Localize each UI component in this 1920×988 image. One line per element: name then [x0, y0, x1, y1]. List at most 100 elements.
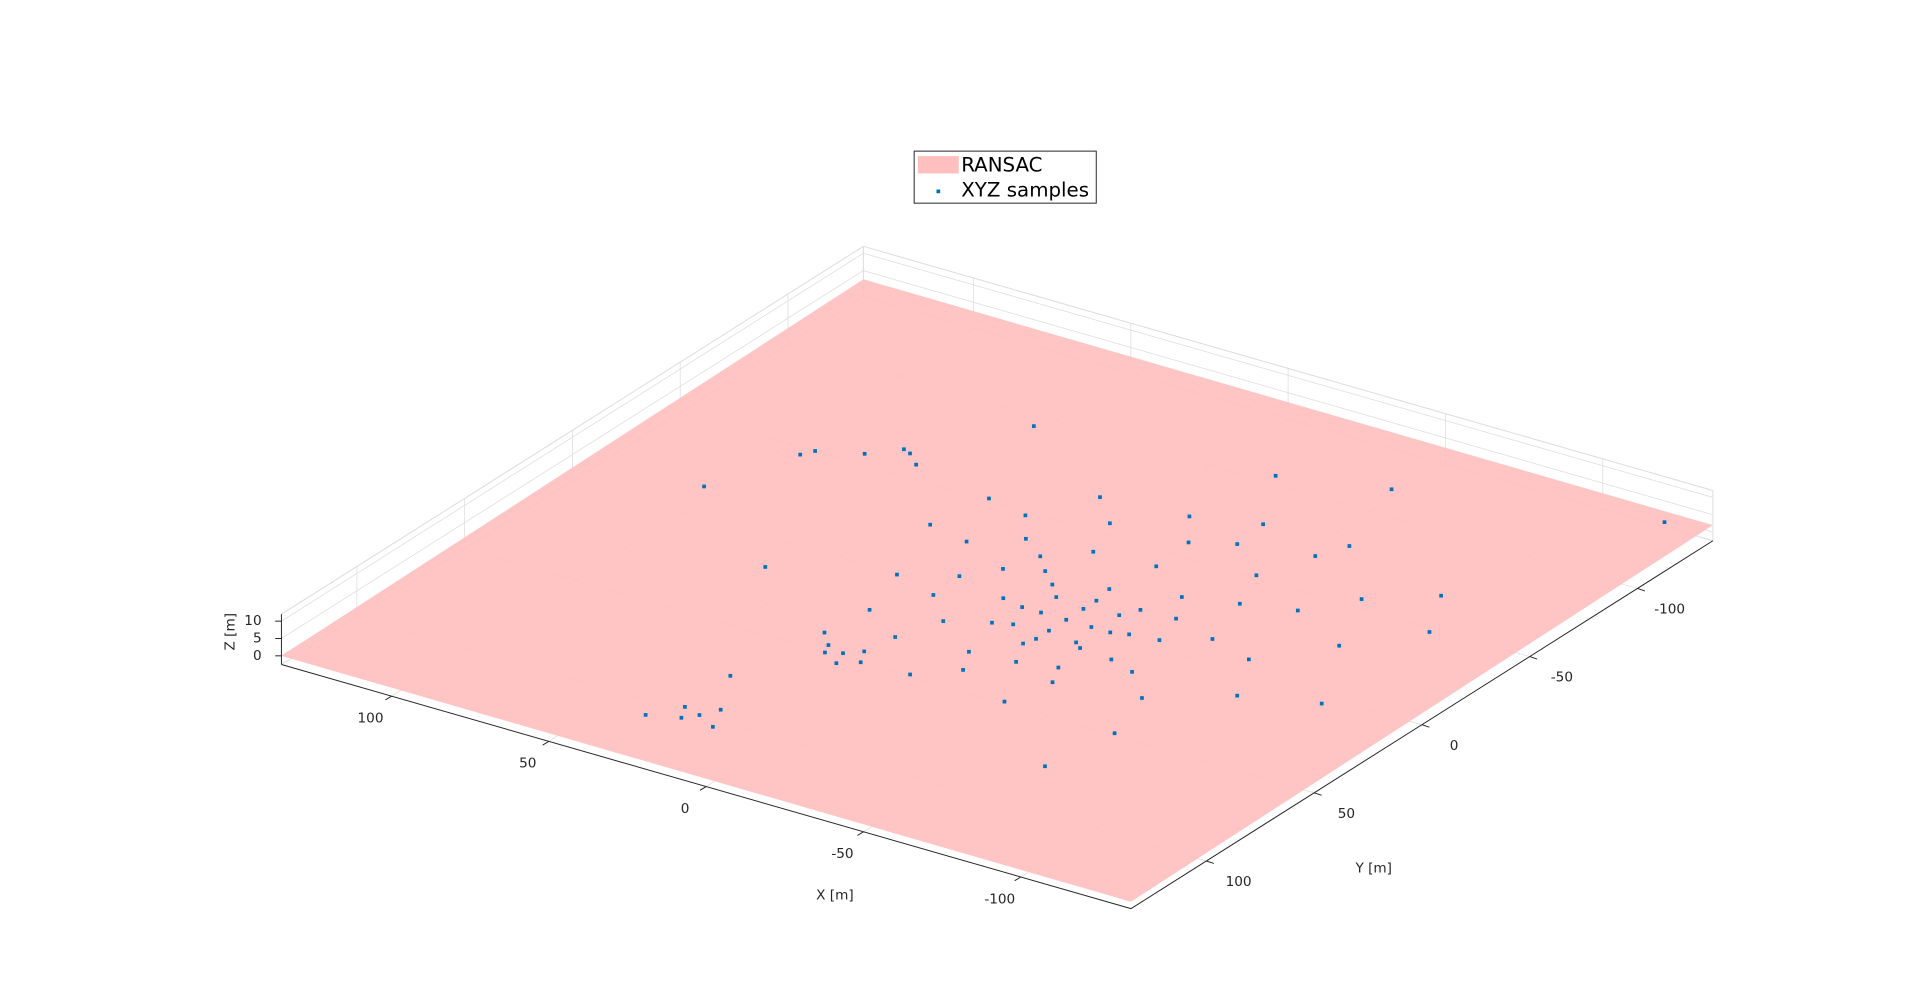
sample-point	[841, 651, 845, 656]
sample-point	[1023, 513, 1028, 518]
plane-layer	[281, 279, 1713, 902]
z-tick-label: 10	[244, 613, 261, 629]
sample-point	[957, 574, 962, 579]
sample-point	[1127, 632, 1131, 637]
sample-point	[895, 572, 899, 577]
sample-point	[683, 705, 687, 709]
sample-point	[1094, 598, 1099, 603]
sample-point	[1091, 549, 1096, 554]
sample-point	[711, 724, 715, 729]
sample-point	[1081, 606, 1086, 611]
sample-point	[834, 661, 839, 666]
sample-point	[1098, 495, 1102, 500]
sample-point	[1237, 601, 1242, 606]
sample-point	[823, 650, 827, 655]
sample-point	[1054, 595, 1059, 599]
sample-point	[798, 452, 803, 457]
y-tick	[1529, 656, 1538, 660]
x-tick-label: 50	[519, 756, 536, 772]
sample-point	[1347, 544, 1352, 548]
sample-point	[1662, 520, 1667, 525]
axes-layer: -100 -50 0 50 100 -100 -50 0 50 100 0 510 X [m] Y [m]…	[222, 540, 1714, 910]
sample-point	[862, 649, 867, 654]
sample-point	[1337, 643, 1342, 648]
sample-point	[862, 451, 867, 456]
sample-point	[902, 447, 906, 452]
sample-point	[893, 635, 898, 639]
points-layer	[643, 424, 1667, 769]
sample-point	[961, 668, 965, 672]
y-tick	[1637, 587, 1646, 592]
sample-point	[1021, 641, 1025, 646]
sample-point	[1014, 659, 1018, 664]
ransac-plane	[281, 279, 1713, 902]
sample-point	[908, 451, 912, 456]
sample-point	[1039, 610, 1043, 615]
legend-marker	[936, 189, 941, 194]
z-axis-label: Z [m]	[222, 613, 238, 651]
x-tick	[542, 740, 550, 746]
x-tick-label: -50	[831, 846, 853, 862]
sample-point	[867, 607, 872, 612]
sample-point	[1427, 630, 1432, 634]
sample-point	[941, 619, 946, 623]
sample-point	[1117, 613, 1122, 618]
y-tick-label: 50	[1338, 806, 1355, 822]
y-tick-label: -50	[1551, 670, 1573, 686]
sample-point	[1235, 542, 1240, 546]
x-axis-label: X [m]	[816, 888, 854, 904]
sample-point	[1020, 605, 1025, 609]
sample-point	[908, 672, 912, 677]
legend-label: XYZ samples	[961, 178, 1089, 201]
y-tick-label: 0	[1450, 738, 1459, 754]
sample-point	[1011, 622, 1016, 627]
sample-point	[1050, 680, 1055, 685]
y-tick	[1421, 724, 1430, 728]
sample-point	[1261, 522, 1265, 527]
sample-point	[1174, 616, 1178, 621]
grid-line	[281, 252, 864, 622]
sample-point	[1109, 657, 1114, 662]
sample-point	[728, 673, 733, 678]
sample-point	[1001, 596, 1006, 601]
sample-point	[1439, 593, 1443, 598]
sample-point	[1210, 637, 1215, 641]
sample-point	[928, 522, 933, 527]
sample-point	[990, 620, 994, 625]
sample-point	[1157, 638, 1162, 642]
sample-point	[931, 593, 936, 597]
sample-point	[1043, 569, 1048, 573]
y-tick-label: 100	[1226, 874, 1252, 890]
sample-point	[987, 496, 991, 501]
sample-point	[1108, 630, 1113, 635]
x-tick-label: 0	[681, 801, 690, 817]
z-tick-label: 5	[253, 630, 262, 646]
sample-point	[1179, 595, 1184, 599]
sample-point	[1138, 608, 1143, 612]
sample-point	[763, 565, 768, 569]
sample-point	[826, 643, 831, 647]
sample-point	[1064, 617, 1069, 622]
sample-point	[1024, 536, 1028, 541]
sample-point	[1187, 514, 1192, 519]
sample-point	[822, 630, 827, 635]
sample-point	[1038, 554, 1043, 559]
sample-point	[1056, 665, 1061, 670]
sample-point	[1108, 521, 1112, 526]
sample-point	[1002, 699, 1007, 704]
sample-point	[1089, 625, 1094, 629]
sample-point	[679, 715, 684, 720]
legend: RANSAC XYZ samples	[913, 150, 1097, 204]
sample-point	[1247, 657, 1251, 662]
legend-swatch	[917, 156, 959, 174]
grid-line	[863, 252, 1713, 498]
sample-point	[1050, 582, 1055, 587]
sample-point	[1140, 696, 1144, 700]
grid-line	[863, 270, 1713, 516]
sample-point	[702, 484, 706, 489]
x-tick-label: -100	[984, 891, 1015, 907]
sample-point	[1254, 573, 1259, 578]
sample-point	[1047, 628, 1051, 633]
